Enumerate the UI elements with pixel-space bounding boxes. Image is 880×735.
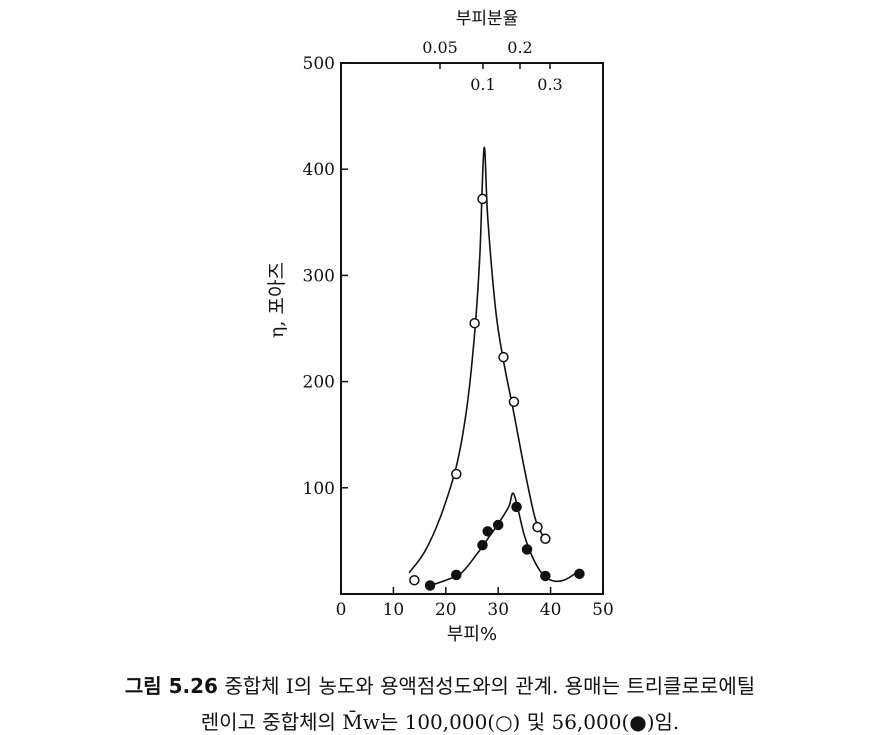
open-point-4: [498, 351, 509, 363]
top-tick-label-0.3: 0.3: [537, 75, 562, 94]
filled-point-5: [511, 501, 522, 513]
x-tick-label-40: 40: [540, 600, 562, 620]
axes: 0 10 20 30 40 50 100 200 300 400 500 0.05 0.2 0.1 0.3: [303, 38, 614, 620]
x-tick-label-0: 0: [336, 600, 347, 620]
figure-caption-line2: 렌이고 중합체의 M̄w는 100,000(○) 및 56,000(●)임.: [0, 706, 880, 735]
figure-number: 그림 5.26: [124, 674, 218, 698]
filled-point-7: [540, 570, 551, 582]
y-tick-label-500: 500: [303, 54, 335, 74]
y-tick-label-300: 300: [303, 266, 335, 286]
open-point-1: [451, 468, 462, 480]
x-axis-label: 부피%: [447, 624, 497, 645]
x-tick-label-30: 30: [487, 600, 509, 620]
open-point-2: [469, 317, 480, 329]
figure-caption-line1: 그림 5.26 중합체 I의 농도와 용액점성도와의 관계. 용매는 트리클로로…: [0, 670, 880, 699]
y-tick-label-100: 100: [303, 479, 335, 499]
open-point-0: [409, 574, 420, 586]
filled-point-1: [451, 569, 462, 581]
filled-point-8: [574, 568, 585, 580]
filled-point-2: [477, 539, 488, 551]
points: [409, 193, 585, 591]
open-point-6: [532, 521, 543, 533]
open-point-3: [477, 193, 488, 205]
caption-text-1: 중합체 I의 농도와 용액점성도와의 관계. 용매는 트리클로로에틸: [224, 674, 756, 698]
filled-point-6: [521, 544, 533, 555]
y-tick-label-400: 400: [303, 160, 335, 180]
x-tick-label-10: 10: [383, 600, 405, 620]
curves: [408, 146, 580, 587]
series-0-curve: [408, 146, 544, 574]
plot-frame: [340, 62, 604, 595]
caption-text-2: 렌이고 중합체의 M̄w는 100,000(○) 및 56,000(●)임.: [200, 710, 680, 734]
series-1-curve: [429, 492, 580, 587]
y-tick-label-200: 200: [303, 373, 335, 393]
open-point-7: [540, 533, 551, 545]
open-point-5: [508, 396, 520, 408]
filled-point-4: [492, 519, 504, 531]
x-tick-label-50: 50: [592, 600, 614, 620]
top-tick-label-0.05: 0.05: [422, 38, 458, 57]
filled-point-3: [482, 526, 493, 537]
y-axis-label: η, 포아즈: [266, 262, 288, 338]
filled-point-0: [424, 580, 436, 591]
top-tick-label-0.2: 0.2: [507, 38, 532, 57]
top-axis-label: 부피분율: [456, 9, 519, 29]
top-tick-label-0.1: 0.1: [470, 75, 495, 94]
x-tick-label-20: 20: [435, 600, 457, 620]
